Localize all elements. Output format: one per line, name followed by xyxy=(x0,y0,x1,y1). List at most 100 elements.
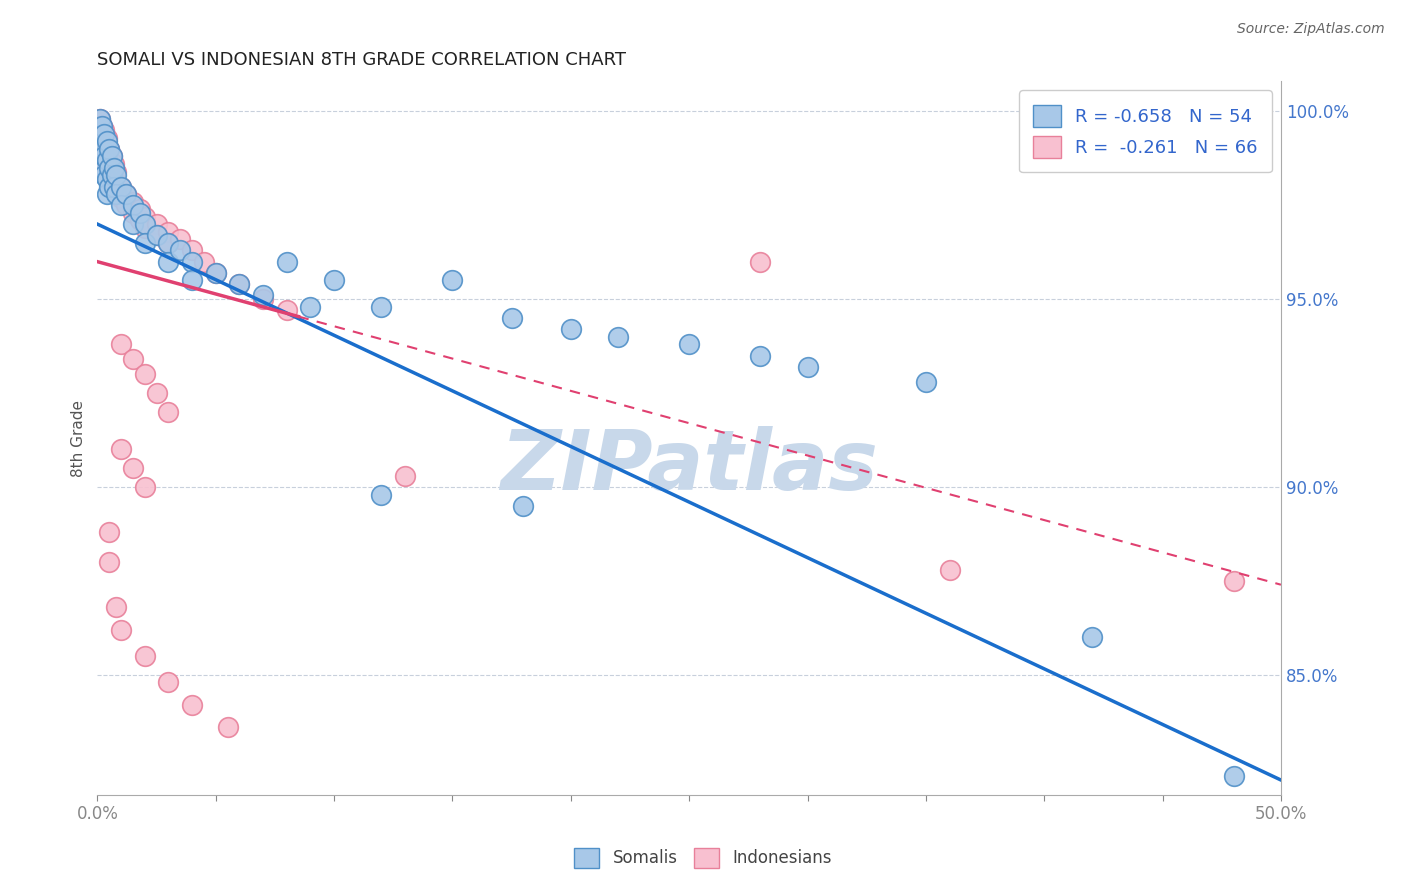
Point xyxy=(98,142,121,156)
Point xyxy=(96,172,118,186)
Point xyxy=(1222,769,1244,783)
Point xyxy=(96,135,118,149)
Point xyxy=(105,600,128,615)
Point xyxy=(441,273,464,287)
Point xyxy=(157,235,180,250)
Point xyxy=(370,300,392,314)
Point xyxy=(96,164,118,178)
Y-axis label: 8th Grade: 8th Grade xyxy=(72,400,86,476)
Point xyxy=(98,525,121,540)
Legend: R = -0.658   N = 54, R =  -0.261   N = 66: R = -0.658 N = 54, R = -0.261 N = 66 xyxy=(1019,90,1272,172)
Point xyxy=(134,368,156,382)
Point xyxy=(276,254,298,268)
Point xyxy=(89,120,111,134)
Point xyxy=(512,499,534,513)
Point xyxy=(103,161,125,175)
Point xyxy=(103,157,125,171)
Point xyxy=(121,461,143,475)
Point xyxy=(204,266,226,280)
Point xyxy=(749,254,772,268)
Point xyxy=(145,386,167,401)
Point xyxy=(91,142,114,156)
Point xyxy=(103,168,125,182)
Text: SOMALI VS INDONESIAN 8TH GRADE CORRELATION CHART: SOMALI VS INDONESIAN 8TH GRADE CORRELATI… xyxy=(97,51,626,69)
Point xyxy=(93,168,115,182)
Point xyxy=(217,721,239,735)
Point xyxy=(134,235,156,250)
Point xyxy=(96,142,118,156)
Point xyxy=(114,187,136,202)
Point xyxy=(121,206,143,220)
Point xyxy=(98,164,121,178)
Point xyxy=(252,292,274,306)
Point xyxy=(129,202,152,216)
Point xyxy=(607,330,630,344)
Point xyxy=(91,161,114,175)
Point xyxy=(134,210,156,224)
Point xyxy=(169,244,191,258)
Point xyxy=(105,176,128,190)
Point xyxy=(100,168,122,182)
Point xyxy=(145,228,167,243)
Point xyxy=(96,153,118,168)
Point xyxy=(145,228,167,243)
Point xyxy=(560,322,582,336)
Point xyxy=(323,273,346,287)
Point xyxy=(114,198,136,212)
Point xyxy=(91,120,114,134)
Point xyxy=(181,244,204,258)
Point xyxy=(796,359,818,374)
Point xyxy=(276,303,298,318)
Point xyxy=(89,127,111,141)
Point xyxy=(91,130,114,145)
Point xyxy=(370,487,392,501)
Point xyxy=(204,266,226,280)
Point xyxy=(89,130,111,145)
Point xyxy=(1080,630,1102,644)
Point xyxy=(89,112,111,126)
Text: Source: ZipAtlas.com: Source: ZipAtlas.com xyxy=(1237,22,1385,37)
Point xyxy=(93,149,115,163)
Point xyxy=(134,220,156,235)
Point xyxy=(121,217,143,231)
Point xyxy=(100,149,122,163)
Point xyxy=(145,217,167,231)
Point xyxy=(114,187,136,202)
Point xyxy=(93,135,115,149)
Point xyxy=(98,161,121,175)
Point xyxy=(129,206,152,220)
Point xyxy=(89,112,111,126)
Point xyxy=(98,153,121,168)
Point xyxy=(394,468,416,483)
Point xyxy=(193,254,215,268)
Point xyxy=(169,232,191,246)
Point xyxy=(91,153,114,168)
Legend: Somalis, Indonesians: Somalis, Indonesians xyxy=(568,841,838,875)
Point xyxy=(121,352,143,367)
Point xyxy=(110,179,132,194)
Point xyxy=(915,375,938,389)
Point xyxy=(110,179,132,194)
Point xyxy=(100,149,122,163)
Point xyxy=(98,555,121,569)
Point xyxy=(134,649,156,664)
Point xyxy=(110,191,132,205)
Point xyxy=(228,277,250,292)
Point xyxy=(157,405,180,419)
Point xyxy=(96,153,118,168)
Point xyxy=(93,127,115,141)
Text: ZIPatlas: ZIPatlas xyxy=(501,426,879,508)
Point xyxy=(110,442,132,457)
Point xyxy=(98,179,121,194)
Point xyxy=(1222,574,1244,588)
Point xyxy=(110,337,132,351)
Point xyxy=(181,698,204,712)
Point xyxy=(157,225,180,239)
Point xyxy=(91,120,114,134)
Point xyxy=(103,179,125,194)
Point xyxy=(91,142,114,156)
Point xyxy=(121,198,143,212)
Point xyxy=(228,277,250,292)
Point xyxy=(938,563,960,577)
Point xyxy=(96,130,118,145)
